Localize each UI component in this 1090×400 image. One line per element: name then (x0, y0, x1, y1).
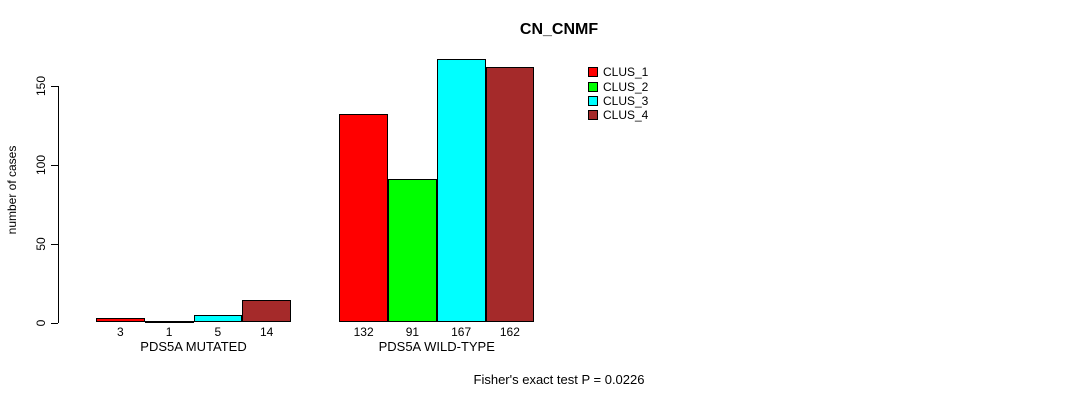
bar-clus_4-group1 (242, 300, 291, 323)
legend-label: CLUS_2 (603, 79, 649, 94)
y-axis-label: number of cases (5, 145, 19, 235)
bar-value-label: 162 (499, 325, 520, 339)
chart-title: CN_CNMF (519, 21, 599, 38)
legend-item-clus_2: CLUS_2 (588, 79, 648, 93)
legend-label: CLUS_1 (603, 65, 649, 80)
legend-label: CLUS_3 (603, 93, 649, 108)
legend-item-clus_3: CLUS_3 (588, 94, 648, 108)
y-tick-label: 150 (34, 76, 48, 97)
legend-item-clus_1: CLUS_1 (588, 65, 648, 79)
bar-value-label: 91 (405, 325, 420, 339)
legend-color-swatch (588, 81, 598, 92)
bar-value-label: 132 (353, 325, 374, 339)
bar-value-label: 14 (259, 325, 274, 339)
y-axis-line (58, 86, 59, 324)
legend-item-clus_4: CLUS_4 (588, 108, 648, 122)
y-tick-label: 100 (34, 154, 48, 175)
legend-color-swatch (588, 67, 598, 78)
y-tick-label: 0 (34, 319, 48, 326)
legend-color-swatch (588, 110, 598, 121)
bar-clus_3-group2 (436, 59, 486, 323)
legend-label: CLUS_4 (603, 108, 649, 123)
fisher-test-note: Fisher's exact test P = 0.0226 (473, 372, 645, 387)
bar-value-label: 167 (451, 325, 472, 339)
y-tick-label: 50 (34, 237, 48, 251)
bar-clus_4-group2 (485, 67, 535, 323)
bar-clus_3-group1 (193, 314, 243, 323)
y-tick-mark (51, 243, 58, 245)
group-label-1: PDS5A MUTATED (140, 339, 247, 354)
bar-value-label: 3 (117, 325, 124, 339)
y-tick-mark (51, 86, 58, 88)
bar-value-label: 1 (165, 325, 173, 339)
bar-clus_1-group1 (96, 317, 145, 323)
bar-value-label: 5 (214, 325, 222, 339)
legend-color-swatch (588, 95, 598, 106)
bar-clus_2-group1 (144, 320, 194, 323)
bar-clus_2-group2 (388, 179, 437, 323)
y-tick-mark (51, 164, 58, 166)
y-tick-mark (51, 322, 58, 324)
legend: CLUS_1 CLUS_2 CLUS_3 CLUS_4 (588, 65, 648, 123)
bar-clus_1-group2 (339, 114, 388, 323)
group-label-2: PDS5A WILD-TYPE (378, 339, 495, 354)
